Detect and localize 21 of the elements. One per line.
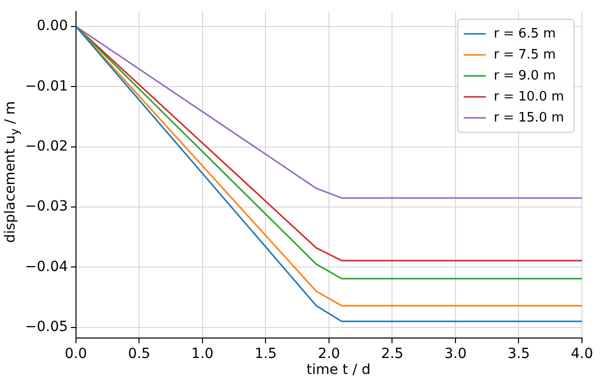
x-tick-label: 0.0	[64, 346, 88, 362]
x-tick-label: 3.0	[444, 346, 467, 362]
x-tick-label: 1.0	[191, 346, 214, 362]
legend-label: r = 6.5 m	[494, 26, 556, 42]
x-tick-label: 4.0	[570, 346, 594, 362]
legend-label: r = 15.0 m	[494, 110, 564, 126]
x-tick-label: 3.5	[508, 346, 530, 362]
y-tick-label: −0.04	[24, 258, 68, 275]
legend-label: r = 9.0 m	[494, 68, 556, 84]
y-tick-label: −0.01	[24, 78, 68, 94]
x-tick-label: 2.5	[381, 346, 404, 362]
y-tick-label: −0.03	[24, 198, 68, 215]
x-tick-label: 0.5	[128, 346, 150, 362]
x-tick-label: 1.5	[254, 346, 277, 362]
y-tick-label: 0.00	[36, 18, 68, 34]
y-tick-label: −0.05	[24, 319, 68, 336]
y-tick-label: −0.02	[24, 138, 68, 154]
legend-label: r = 10.0 m	[494, 89, 564, 104]
x-tick-label: 2.0	[318, 346, 340, 362]
legend-label: r = 7.5 m	[494, 47, 556, 62]
x-axis-title: time t / d	[305, 362, 372, 378]
